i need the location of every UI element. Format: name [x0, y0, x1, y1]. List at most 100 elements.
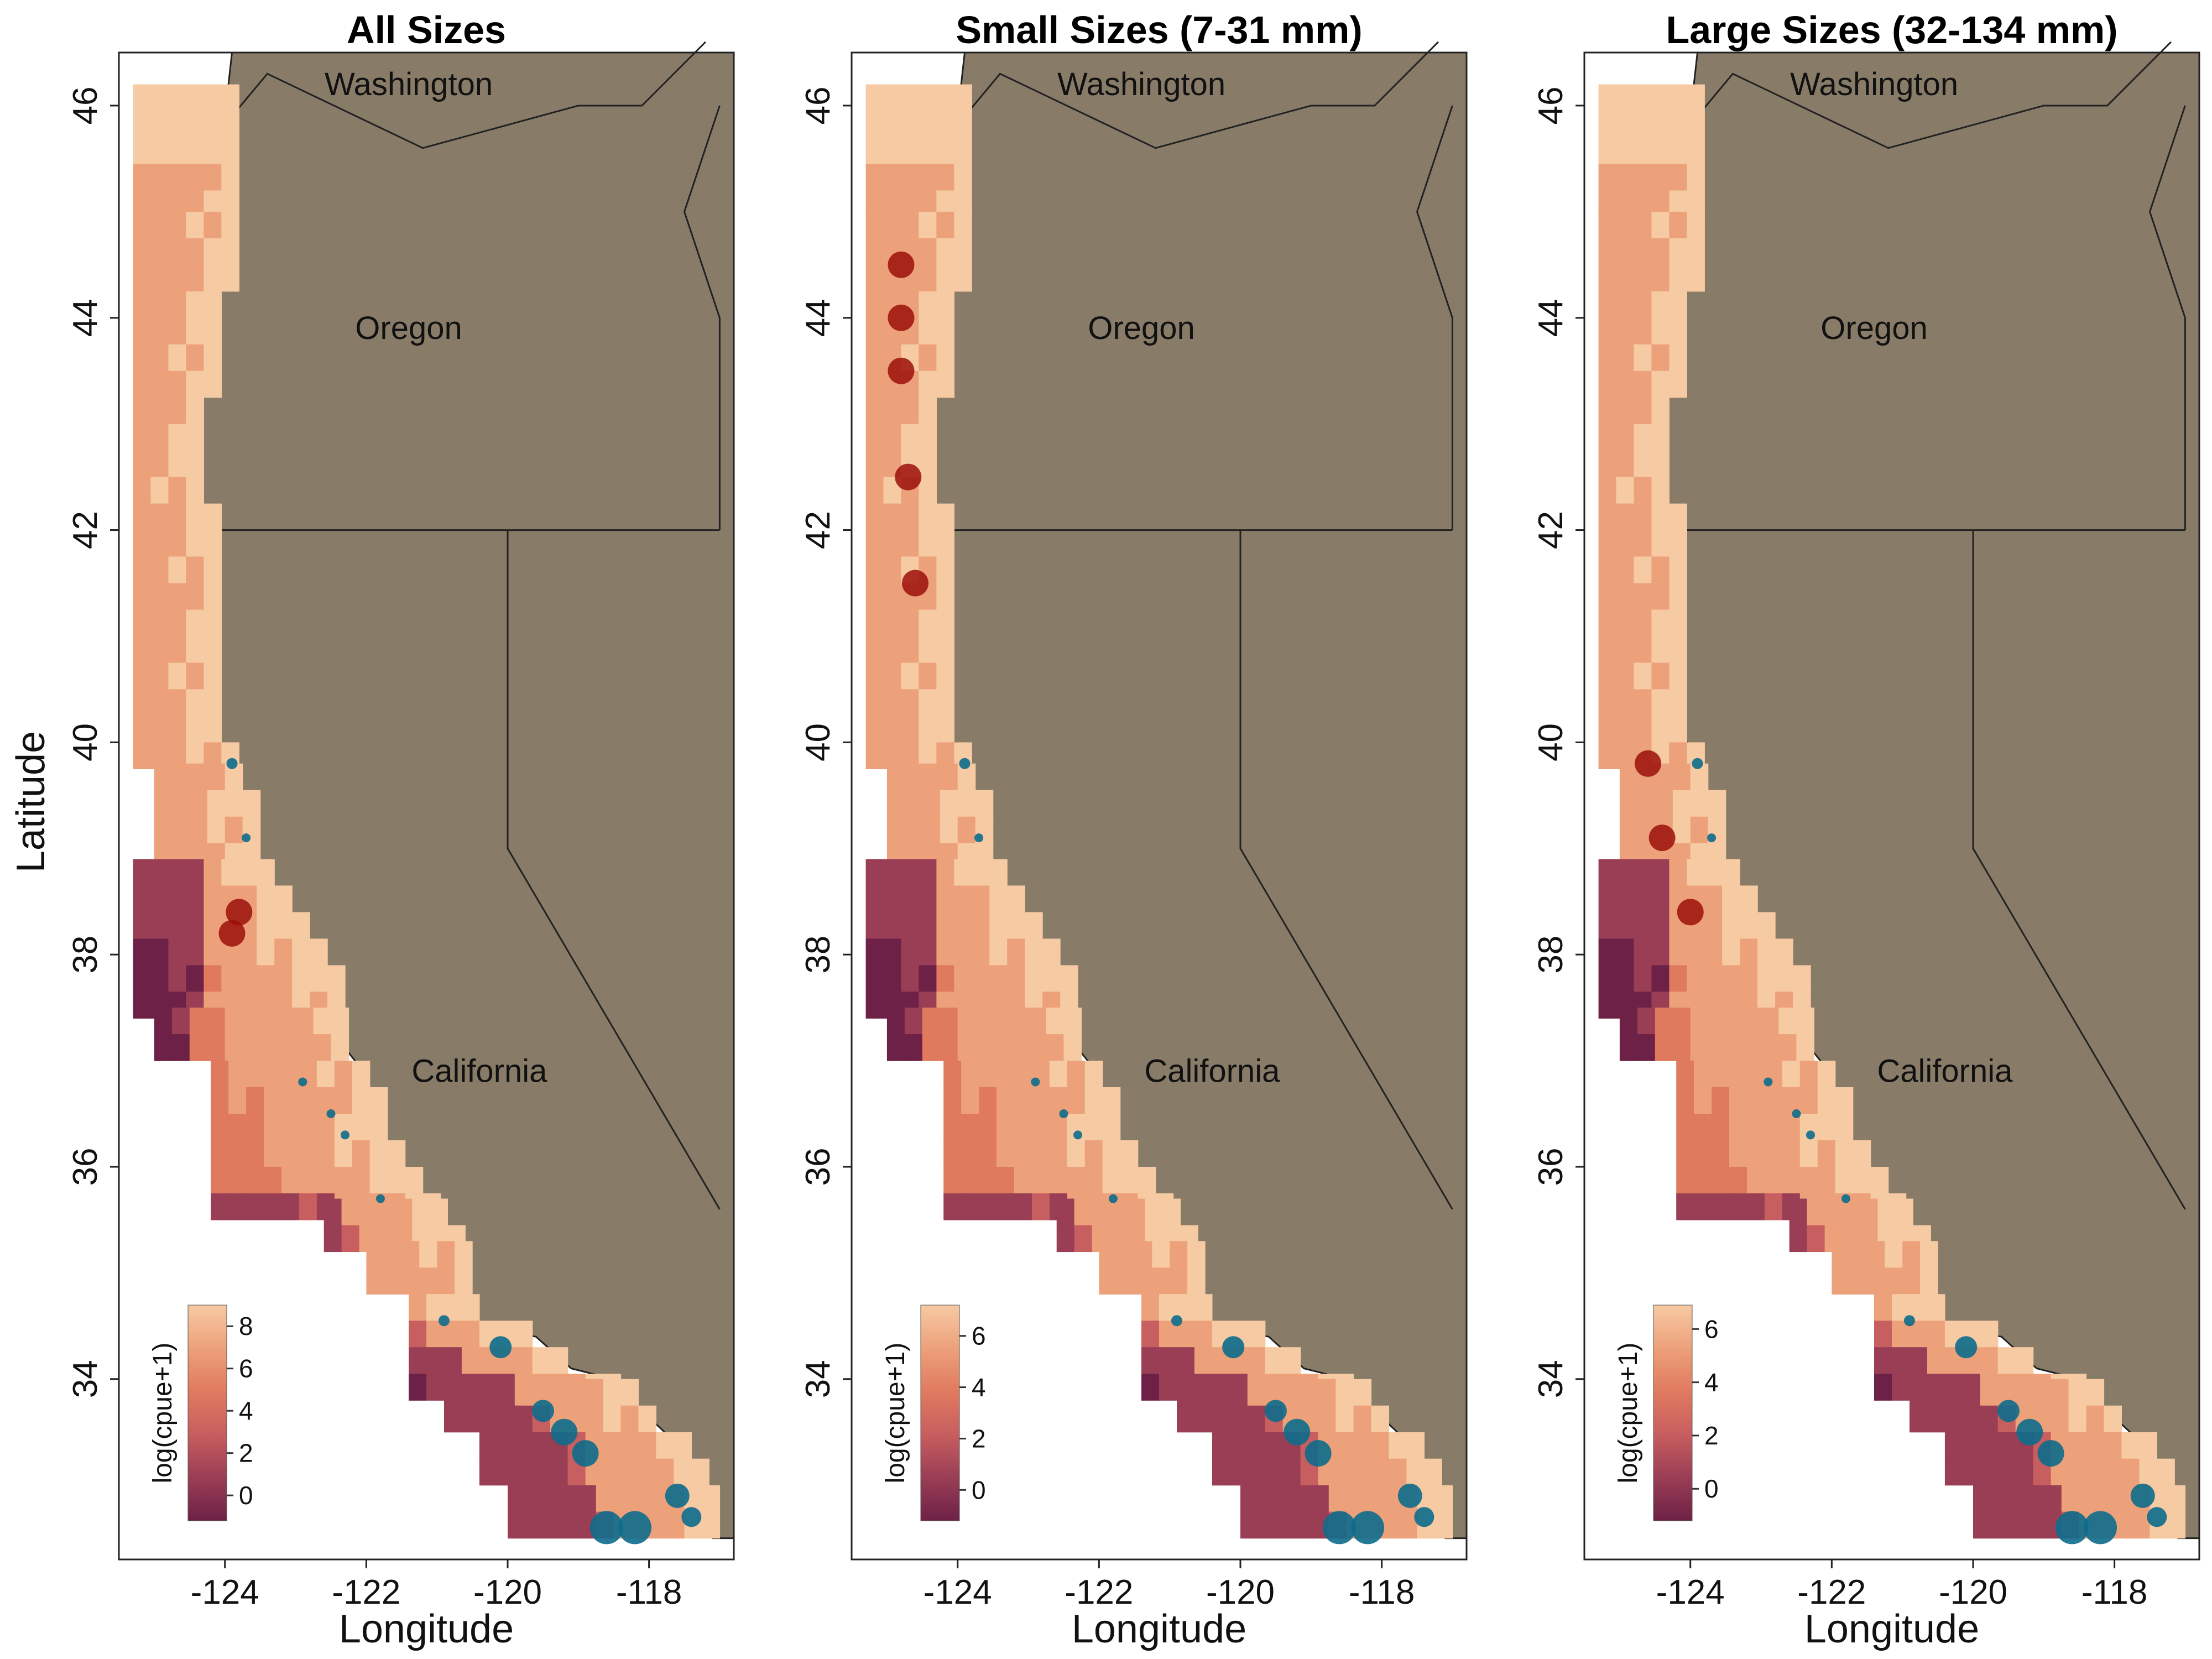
high-cpue-point: [888, 357, 915, 384]
raster-cell: [936, 609, 954, 637]
raster-cell: [919, 424, 937, 451]
raster-cell: [1799, 1167, 1818, 1194]
raster-cell: [186, 965, 204, 992]
raster-cell: [1371, 1458, 1389, 1486]
raster-cell: [1634, 137, 1652, 165]
raster-cell: [2121, 1458, 2140, 1486]
low-cpue-point: [1806, 1130, 1815, 1140]
raster-cell: [2051, 1379, 2069, 1406]
raster-cell: [1616, 912, 1635, 939]
raster-cell: [133, 137, 152, 165]
raster-cell: [901, 530, 920, 557]
raster-cell: [186, 424, 204, 451]
raster-cell: [1962, 1405, 1981, 1433]
legend-tick-label: 6: [972, 1322, 986, 1350]
raster-cell: [1990, 1485, 2009, 1512]
raster-cell: [989, 859, 1008, 886]
raster-cell: [1761, 1034, 1780, 1061]
raster-cell: [919, 716, 937, 743]
raster-cell: [2086, 1379, 2105, 1406]
y-tick-label: 42: [1532, 511, 1570, 549]
raster-cell: [1598, 424, 1617, 451]
raster-cell: [1637, 790, 1656, 817]
raster-cell: [603, 1458, 622, 1486]
raster-cell: [455, 1241, 473, 1268]
raster-cell: [437, 1267, 455, 1295]
raster-cell: [1902, 1241, 1921, 1268]
raster-cell: [1687, 938, 1705, 966]
raster-cell: [1980, 1347, 1999, 1374]
raster-cell: [1067, 1167, 1086, 1194]
raster-cell: [1980, 1379, 1999, 1406]
raster-cell: [1127, 1198, 1146, 1226]
raster-cell: [1874, 1321, 1892, 1348]
raster-cell: [1598, 556, 1617, 584]
raster-cell: [334, 1061, 353, 1088]
raster-cell: [578, 1485, 597, 1512]
raster-cell: [919, 662, 937, 690]
raster-cell: [133, 965, 152, 992]
raster-cell: [1694, 1167, 1712, 1194]
raster-cell: [239, 965, 257, 992]
raster-cell: [919, 317, 937, 345]
state-border: [507, 530, 721, 1210]
raster-cell: [221, 859, 239, 886]
raster-cell: [394, 1198, 413, 1226]
raster-cell: [1669, 344, 1687, 372]
raster-cell: [1335, 1432, 1354, 1459]
raster-cell: [1141, 1321, 1160, 1348]
raster-cell: [1141, 1347, 1160, 1374]
raster-cell: [957, 1008, 976, 1035]
raster-cell: [264, 1114, 282, 1141]
y-tick-label: 46: [66, 86, 105, 124]
raster-cell: [2008, 1511, 2027, 1539]
raster-cell: [1669, 530, 1687, 557]
cpue-points: [1635, 750, 2167, 1545]
raster-cell: [1099, 1267, 1117, 1295]
raster-cell: [221, 264, 239, 292]
raster-cell: [1282, 1458, 1301, 1486]
raster-cell: [242, 790, 261, 817]
raster-cell: [1634, 912, 1652, 939]
raster-cell: [1712, 1114, 1730, 1141]
raster-cell: [204, 530, 222, 557]
raster-cell: [1655, 1008, 1673, 1035]
raster-cell: [1712, 1087, 1730, 1114]
map-frame: [118, 51, 735, 1561]
raster-cell: [919, 636, 937, 664]
raster-cell: [936, 264, 954, 292]
raster-cell: [904, 1034, 923, 1061]
raster-cell: [936, 938, 954, 966]
raster-cell: [919, 291, 937, 319]
high-cpue-point: [1648, 825, 1676, 852]
raster-cell: [1616, 938, 1635, 966]
low-cpue-point: [2130, 1483, 2155, 1508]
raster-cell: [316, 1140, 335, 1167]
raster-cell: [883, 689, 902, 716]
legend-tick-label: 0: [1704, 1474, 1719, 1503]
raster-cell: [1170, 1241, 1188, 1268]
raster-cell: [997, 1114, 1015, 1141]
raster-cell: [865, 111, 884, 138]
raster-cell: [1247, 1321, 1266, 1348]
raster-cell: [904, 816, 923, 844]
raster-cell: [560, 1511, 579, 1539]
raster-cell: [1927, 1405, 1945, 1433]
raster-cell: [168, 689, 187, 716]
y-tick-label: 40: [66, 723, 105, 761]
raster-cell: [1651, 965, 1670, 992]
raster-cell: [168, 859, 187, 886]
raster-cell: [2068, 1379, 2087, 1406]
raster-cell: [1598, 371, 1617, 398]
raster-cell: [961, 1140, 979, 1167]
raster-cell: [886, 1008, 905, 1035]
raster-cell: [1764, 1087, 1783, 1114]
raster-cell: [133, 84, 152, 112]
raster-cell: [997, 1167, 1015, 1194]
y-tick-label: 36: [799, 1147, 837, 1186]
raster-cell: [865, 938, 884, 966]
raster-cell: [957, 790, 976, 817]
raster-cell: [1651, 583, 1670, 611]
raster-cell: [274, 885, 293, 912]
raster-cell: [514, 1379, 533, 1406]
